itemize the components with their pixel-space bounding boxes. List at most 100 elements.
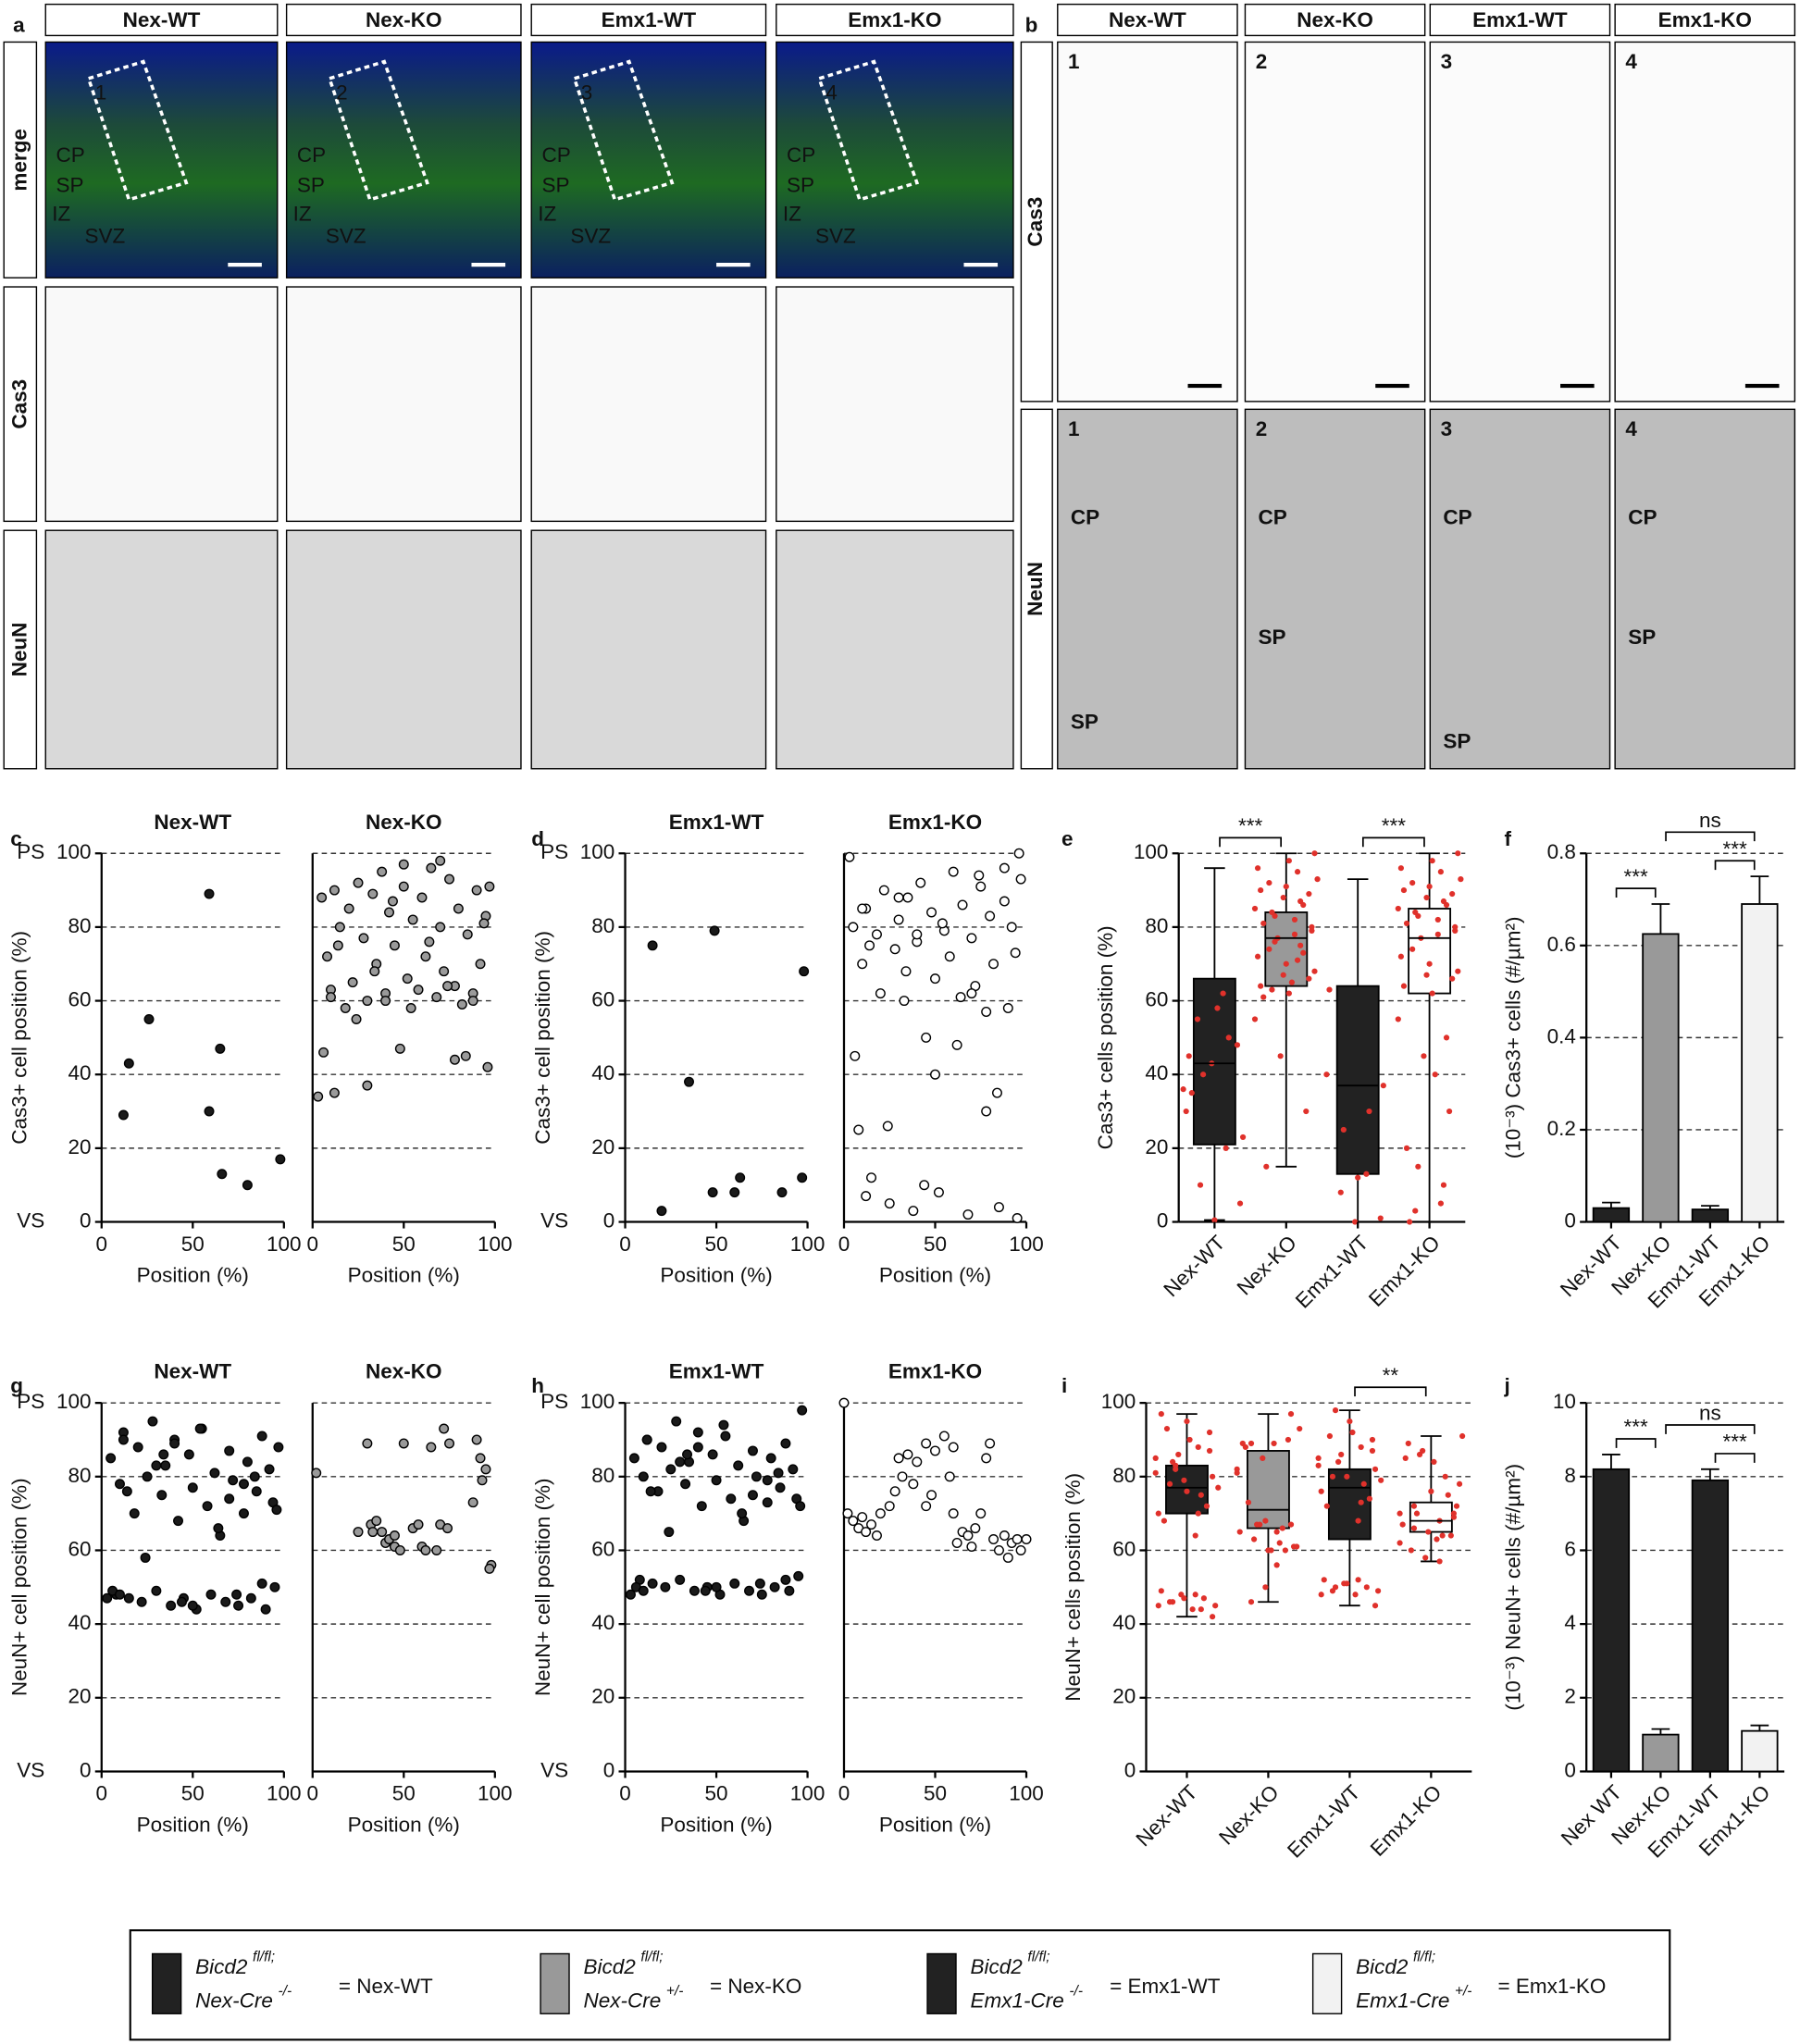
data-point (1251, 905, 1259, 912)
data-point (1254, 865, 1261, 872)
data-point (151, 1585, 162, 1596)
data-point (224, 1445, 235, 1456)
panel-letter: f (1505, 827, 1512, 850)
gene: Bicd2 (970, 1955, 1023, 1978)
inset-box (572, 59, 675, 202)
data-point (756, 1589, 767, 1600)
x-tick-label: 100 (478, 1233, 513, 1256)
y-tick-label: 0.8 (1547, 840, 1576, 863)
data-point (420, 1544, 431, 1555)
data-point (784, 1585, 795, 1596)
data-point (709, 925, 720, 936)
data-point (1400, 983, 1408, 989)
data-point (1458, 876, 1464, 883)
gene-superscript: fl/fl; (253, 1950, 275, 1965)
data-point (999, 862, 1010, 873)
bar (1642, 933, 1680, 1223)
data-point (453, 903, 464, 914)
x-tick-label: 50 (705, 1782, 728, 1805)
data-point (893, 914, 904, 925)
micrograph (1057, 41, 1238, 403)
data-point (1152, 1469, 1159, 1476)
data-point (156, 1490, 168, 1501)
data-point (106, 1453, 117, 1464)
legend-equals: = Nex-WT (339, 1975, 433, 1998)
data-point (1344, 1473, 1350, 1480)
data-point (1248, 1599, 1255, 1605)
y-axis-label: (10⁻³) Cas3+ cells (#/µm²) (1502, 917, 1525, 1159)
x-tick-label: 0 (96, 1233, 108, 1256)
data-point (975, 881, 987, 892)
data-point (1403, 1145, 1410, 1151)
x-tick-label: 50 (392, 1233, 416, 1256)
y-tick-label: 60 (68, 1537, 91, 1560)
data-point (329, 885, 340, 896)
data-point (1198, 1492, 1204, 1498)
y-tick-label: 20 (591, 1685, 614, 1708)
data-point (955, 992, 966, 1003)
data-point (1402, 1455, 1409, 1461)
column-header: Nex-WT (123, 8, 201, 31)
y-tick-label: 100 (56, 1390, 92, 1413)
data-point (1183, 1108, 1189, 1115)
data-point (273, 1442, 284, 1453)
data-point (981, 1106, 992, 1117)
data-point (1254, 953, 1261, 960)
y-tick-label: 60 (68, 988, 91, 1011)
data-point (999, 1530, 1010, 1542)
x-tick-label: 100 (790, 1782, 826, 1805)
y-tick-label: 0 (1157, 1208, 1169, 1232)
region-label: IZ (293, 203, 312, 226)
data-point (1223, 1145, 1229, 1151)
legend-equals: = Emx1-WT (1110, 1975, 1221, 1998)
data-point (1434, 1536, 1440, 1542)
data-point (951, 1039, 962, 1050)
data-point (1258, 983, 1264, 989)
x-tick-label: 0 (307, 1782, 319, 1805)
x-tick-label: Nex-KO (1233, 1231, 1301, 1299)
y-tick-label: 40 (68, 1061, 91, 1084)
data-point (1242, 1443, 1248, 1451)
inset-box (817, 59, 920, 202)
data-point (665, 1464, 677, 1475)
data-point (735, 1172, 746, 1183)
micrograph (44, 529, 279, 770)
data-point (680, 1479, 691, 1490)
data-point (1408, 1547, 1414, 1554)
data-point (1215, 1484, 1222, 1491)
data-point (921, 1032, 932, 1043)
data-point (1452, 927, 1459, 934)
data-point (1423, 894, 1430, 901)
data-point (775, 1482, 786, 1493)
x-tick-label: 0 (619, 1233, 631, 1256)
data-point (1195, 1510, 1201, 1517)
axis-end-label: VS (540, 1758, 568, 1781)
data-point (1335, 1458, 1342, 1465)
data-point (1010, 948, 1021, 959)
data-point (729, 1187, 740, 1198)
data-point (1443, 1034, 1450, 1041)
axis-end-label: VS (17, 1208, 44, 1232)
column-header: Nex-KO (366, 8, 442, 31)
data-point (1377, 1215, 1384, 1221)
data-point (318, 1047, 329, 1058)
data-point (1311, 968, 1318, 974)
data-point (897, 1471, 908, 1482)
data-point (1315, 1462, 1322, 1468)
data-point (1363, 1584, 1370, 1591)
data-point (1306, 975, 1312, 982)
data-point (1378, 1477, 1384, 1483)
x-tick-label: 100 (1009, 1782, 1044, 1805)
inset-number: 4 (826, 81, 838, 105)
data-point (424, 936, 435, 948)
data-point (1166, 1599, 1173, 1605)
data-point (362, 1438, 373, 1449)
x-tick-label: 50 (181, 1233, 205, 1256)
data-point (871, 1530, 882, 1542)
data-point (1449, 890, 1456, 898)
data-point (484, 881, 495, 892)
significance-bracket (1219, 836, 1283, 848)
micrograph (285, 286, 522, 523)
significance-label: *** (1722, 837, 1747, 861)
region-label: IZ (783, 203, 801, 226)
